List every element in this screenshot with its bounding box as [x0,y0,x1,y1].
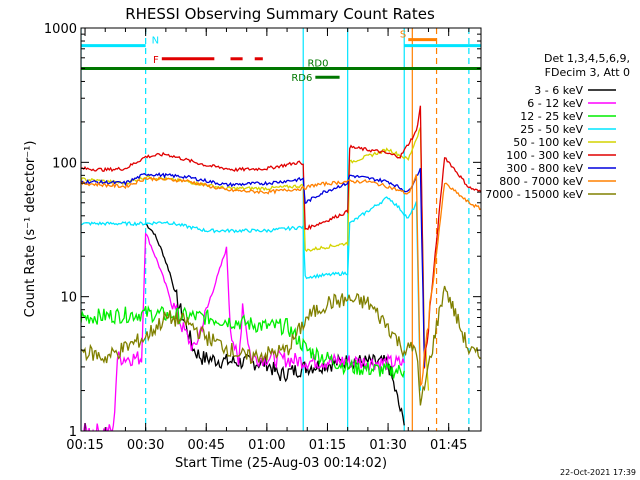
generation-timestamp: 22-Oct-2021 17:39 [560,468,636,477]
flag-bar-layer: NF S RD0 RD6 [81,30,481,84]
series-line-4 [81,127,430,391]
legend-entry-label-8: 7000 - 15000 keV [485,188,583,201]
legend-header-line-1: Det 1,3,4,5,6,9, [544,52,630,65]
legend: Det 1,3,4,5,6,9, FDecim 3, Att 0 3 - 6 k… [485,52,630,201]
y-tick-label-0: 1 [69,425,77,440]
series-line-2 [81,304,405,379]
series-line-7 [81,174,481,388]
x-tick-label-6: 01:45 [430,438,467,453]
legend-entry-label-7: 800 - 7000 keV [499,175,583,188]
legend-entry-label-2: 12 - 25 keV [520,110,583,123]
legend-entry-label-5: 100 - 300 keV [506,149,583,162]
flag-bar-label-1: F [153,55,159,66]
legend-entry-label-0: 3 - 6 keV [534,84,583,97]
series-line-8 [81,285,481,406]
flag-bar-label-4: RD6 [291,73,312,84]
x-tick-label-3: 01:00 [248,438,285,453]
flag-bar-label-2: S [400,30,406,41]
x-axis-label: Start Time (25-Aug-03 00:14:02) [175,456,387,471]
flag-bar-label-0: N [152,36,159,47]
series-line-3 [81,196,422,391]
y-tick-label-1: 10 [60,291,77,306]
chart-title: RHESSI Observing Summary Count Rates [125,5,435,23]
flag-bar-label-3: RD0 [307,58,328,69]
x-tick-label-1: 00:30 [127,438,164,453]
plot-area: NF S RD0 RD6 [81,28,481,431]
series-line-1 [83,232,405,431]
y-tick-label-3: 1000 [44,22,77,37]
x-axis-ticks: 00:15 00:30 00:45 01:00 01:15 01:30 01:45 [66,28,470,453]
y-axis-ticks: 1 10 100 1000 [44,22,481,440]
x-tick-label-4: 01:15 [309,438,346,453]
legend-header-line-2: FDecim 3, Att 0 [545,66,630,79]
legend-entry-label-4: 50 - 100 keV [513,136,583,149]
legend-entry-label-3: 25 - 50 keV [520,123,583,136]
y-axis-label: Count Rate (s⁻¹ detector⁻¹) [23,141,38,318]
x-tick-label-2: 00:45 [188,438,225,453]
y-tick-label-2: 100 [52,156,77,171]
series-layer [81,105,481,431]
legend-entry-label-6: 300 - 800 keV [506,162,583,175]
legend-entry-label-1: 6 - 12 keV [527,97,583,110]
x-tick-label-5: 01:30 [369,438,406,453]
x-tick-label-0: 00:15 [66,438,103,453]
plot-frame [80,27,482,432]
series-line-6 [81,167,426,367]
series-line-5 [81,105,481,369]
